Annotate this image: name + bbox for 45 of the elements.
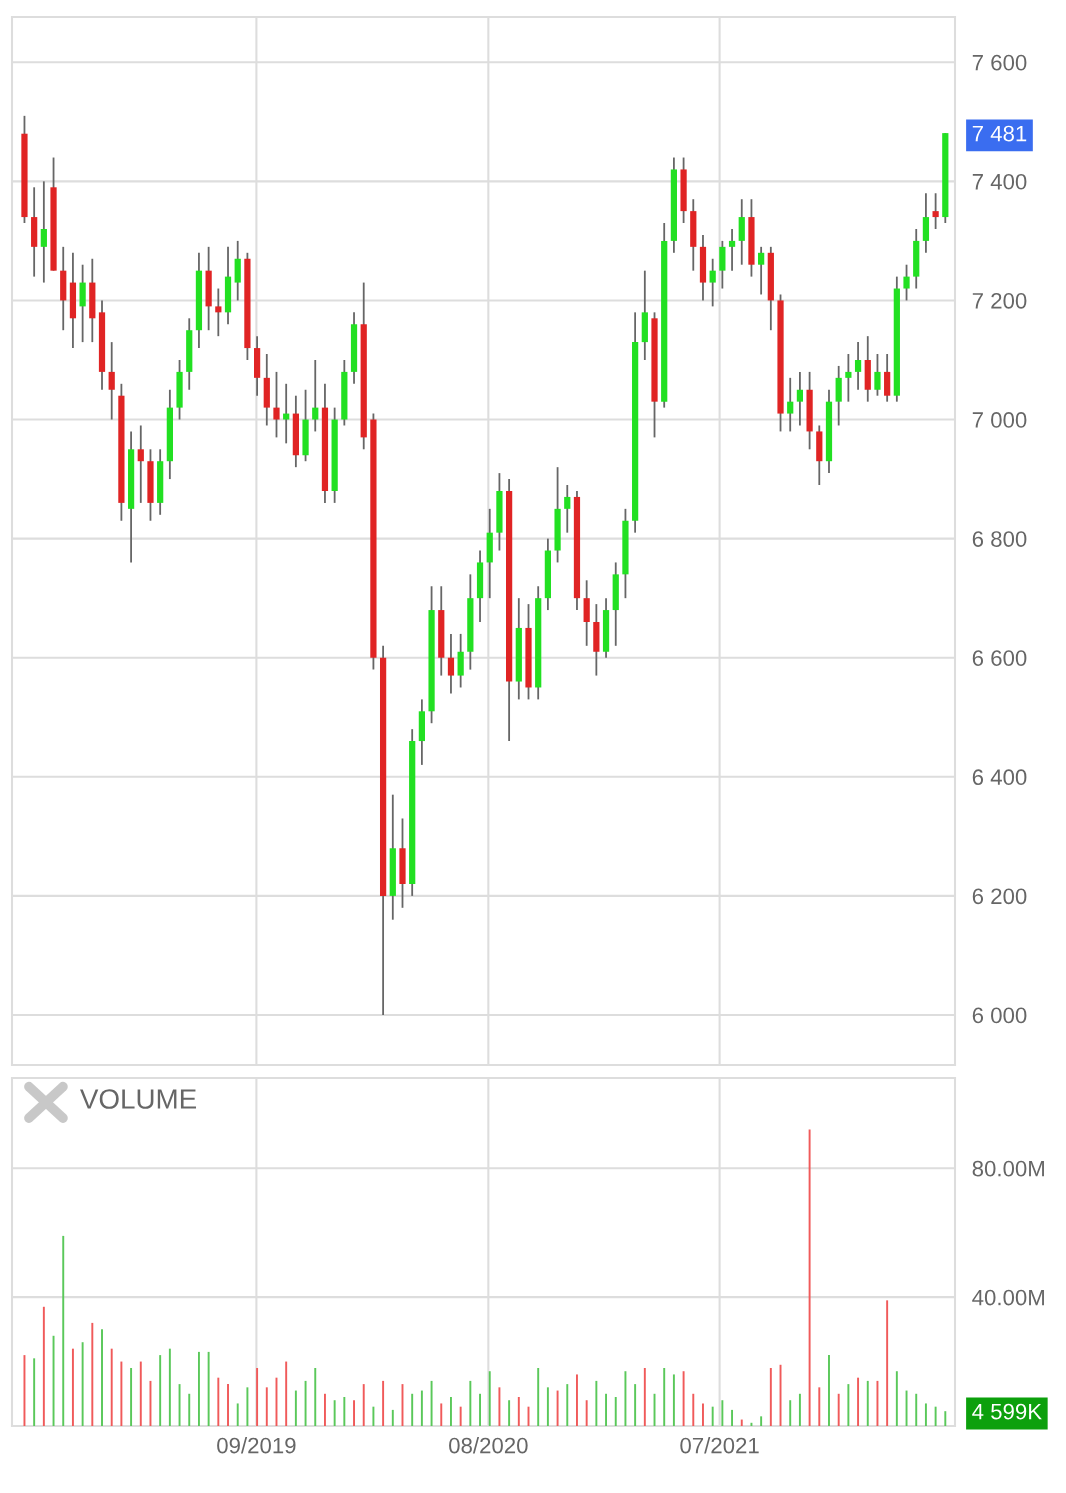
candlestick [932, 192, 939, 230]
y-tick-label: 6 200 [972, 888, 1027, 905]
candlestick [854, 341, 862, 391]
candlestick [738, 198, 745, 266]
y-tick-label: 7 481 [972, 125, 1027, 142]
x-tick-label: 07/2021 [680, 1437, 759, 1454]
y-tick-label: 80.00M [972, 1160, 1044, 1177]
candlestick [137, 424, 144, 504]
candlestick [884, 353, 891, 403]
candlestick [312, 359, 319, 433]
candlestick [796, 370, 804, 427]
y-tick-label: 6 000 [972, 1007, 1027, 1024]
candlestick [79, 263, 86, 344]
candlestick [709, 257, 716, 308]
candlestick [108, 341, 115, 421]
candlestick [719, 239, 726, 290]
candlestick [564, 484, 571, 534]
candlestick [583, 579, 590, 647]
candlestick [457, 632, 464, 689]
candlestick [40, 180, 47, 284]
y-tick-label: 7 200 [972, 292, 1027, 309]
y-tick-label: 7 600 [972, 54, 1027, 71]
x-tick-label: 08/2020 [449, 1437, 528, 1454]
candlestick [234, 239, 241, 302]
x-tick-label: 09/2019 [217, 1437, 296, 1454]
candlestick [922, 192, 930, 254]
candlestick [758, 245, 765, 296]
y-tick-label: 6 800 [972, 531, 1027, 547]
y-tick-label: 6 600 [972, 650, 1027, 666]
candlestick [903, 263, 910, 302]
candlestick [874, 353, 881, 397]
candlestick [728, 228, 736, 272]
candlestick [845, 353, 852, 403]
chart-title: VOLUME [80, 1089, 197, 1109]
y-tick-label: 7 000 [972, 412, 1027, 428]
candlestick [273, 370, 280, 439]
candlestick [787, 376, 794, 433]
y-tick-label: 40.00M [972, 1289, 1044, 1306]
candlestick [215, 287, 222, 338]
y-tick-label: 7 400 [972, 173, 1027, 190]
y-tick-label: 6 400 [972, 769, 1027, 786]
candlestick [835, 365, 842, 427]
candlestick [447, 632, 455, 695]
y-tick-label: 4 599K [972, 1403, 1042, 1420]
candlestick [283, 382, 290, 445]
